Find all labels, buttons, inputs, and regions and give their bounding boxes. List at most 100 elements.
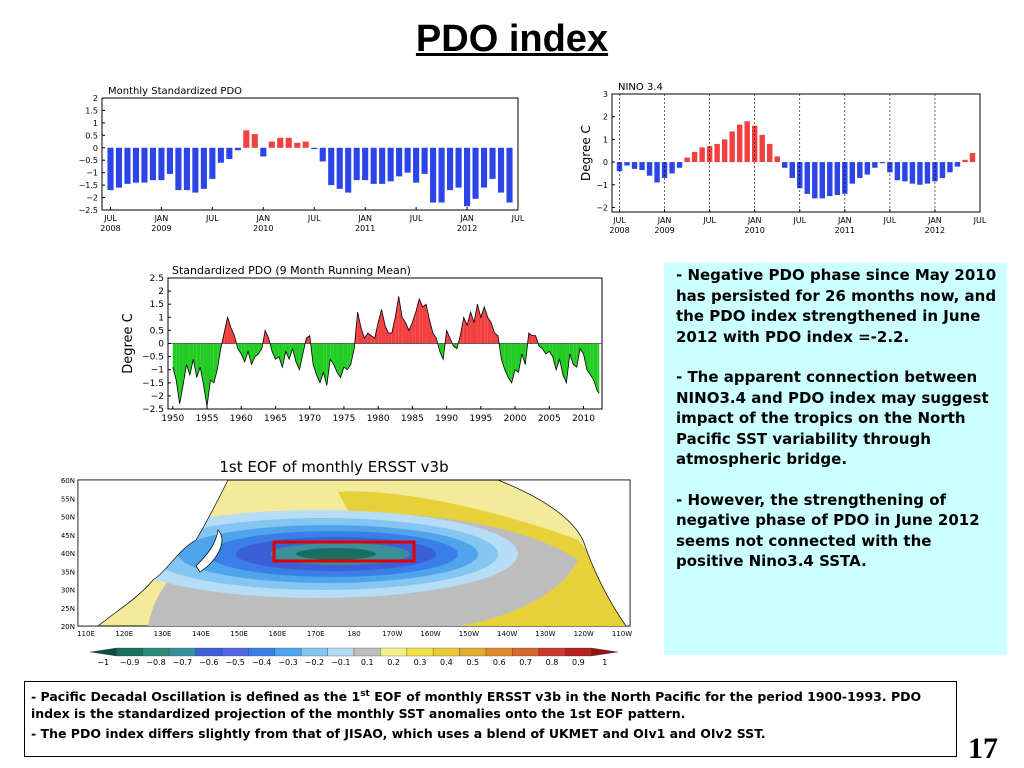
y-tick-label: 1.5: [150, 300, 164, 310]
bar: [141, 147, 148, 183]
bar: [277, 137, 284, 148]
x-tick-label: 1960: [230, 414, 253, 424]
bar: [721, 139, 728, 163]
colorbar-label: 0.1: [361, 658, 374, 667]
lon-label: 120W: [574, 630, 594, 638]
area-segment: [559, 343, 563, 375]
area-segment: [453, 343, 457, 349]
findings-textbox: - Negative PDO phase since May 2010 has …: [664, 263, 1007, 655]
x-tick-year: 2011: [835, 226, 855, 235]
x-tick-label: JUL: [792, 216, 806, 225]
x-tick-year: 2012: [457, 224, 477, 233]
x-tick-label: JUL: [409, 214, 423, 223]
x-tick-label: JAN: [927, 216, 942, 225]
lon-label: 110W: [612, 630, 632, 638]
area-segment: [172, 343, 177, 381]
bar: [497, 147, 505, 193]
bar: [759, 134, 765, 163]
area-segment: [189, 343, 194, 375]
x-tick-label: 2005: [538, 414, 561, 424]
colorbar-label: 0.7: [519, 658, 532, 667]
y-tick-label: −1: [151, 366, 164, 376]
area-segment: [590, 343, 594, 381]
eof-map-chart: 1st EOF of monthly ERSST v3b 60N 55N 50N 45N…: [61, 458, 632, 667]
area-segment: [272, 343, 276, 360]
x-tick-label: 1970: [298, 414, 321, 424]
bar: [834, 162, 841, 195]
finding-1-text: Negative PDO phase since May 2010 has pe…: [676, 266, 997, 346]
x-tick-label: JUL: [307, 214, 321, 223]
area-segment: [445, 330, 447, 344]
y-tick-label: 1: [93, 119, 98, 128]
bar: [166, 147, 173, 174]
bar: [175, 147, 182, 191]
x-tick-label: JAN: [357, 214, 372, 223]
area-segment: [316, 343, 320, 383]
area-segment: [470, 312, 474, 344]
area-segment: [446, 330, 451, 344]
area-segment: [333, 343, 338, 373]
bullet-dash: -: [31, 726, 41, 742]
bar: [387, 147, 394, 182]
area-segment: [487, 317, 492, 344]
area-segment: [597, 343, 600, 394]
colorbar-swatch: [89, 647, 117, 657]
bar: [251, 134, 258, 148]
lat-label: 20N: [61, 623, 75, 631]
lat-label: 60N: [61, 477, 75, 485]
pdo-running-mean-chart: Standardized PDO (9 Month Running Mean) 2…: [121, 264, 603, 424]
eof-map-plot: 1st EOF of monthly ERSST v3b 60N 55N 50N 45N…: [61, 458, 632, 667]
x-tick-label: 2000: [504, 414, 527, 424]
pdo-region-box: [272, 540, 416, 563]
bar: [729, 131, 735, 163]
colorbar-swatch: [221, 647, 249, 657]
japan-landmass: [195, 529, 223, 573]
area-segment: [508, 343, 512, 383]
bar: [107, 147, 114, 191]
x-tick-label: JUL: [103, 214, 117, 223]
area-segment: [538, 343, 540, 347]
x-tick-year: 2010: [253, 224, 273, 233]
area-segment: [282, 343, 286, 368]
bar: [767, 143, 773, 163]
bar: [849, 162, 856, 184]
bar: [676, 162, 683, 168]
colorbar-label: −0.5: [225, 658, 244, 667]
lon-label: 150E: [230, 630, 248, 638]
area-segment: [337, 343, 341, 378]
area-segment: [343, 343, 348, 370]
x-tick-label: JUL: [973, 216, 987, 225]
area-segment: [302, 343, 306, 354]
bar: [192, 147, 199, 193]
bar: [268, 141, 275, 148]
colorbar-label: 0.2: [387, 658, 400, 667]
bar: [812, 162, 818, 199]
area-segment: [330, 343, 334, 365]
bar: [370, 147, 377, 184]
area-segment: [480, 306, 485, 344]
bar: [842, 162, 848, 194]
y-tick-label: −0.5: [79, 156, 98, 165]
x-tick-label: 1965: [264, 414, 287, 424]
definition-footer: - Pacific Decadal Oscillation is defined…: [24, 681, 957, 757]
y-tick-label: −1.5: [142, 379, 164, 389]
finding-2-text: The apparent connection between NINO3.4 …: [676, 368, 989, 468]
bar: [413, 147, 420, 183]
colorbar-label: 0.9: [572, 658, 585, 667]
bar: [132, 147, 140, 183]
area-segment: [511, 343, 516, 383]
area-segment: [429, 319, 433, 344]
y-tick-label: 2: [603, 113, 608, 122]
y-tick-label: −2: [86, 194, 98, 203]
bar: [714, 143, 720, 163]
area-segment: [426, 304, 430, 344]
slide-title: PDO index: [415, 18, 609, 60]
lon-label: 120E: [115, 630, 133, 638]
y-tick-label: −2: [596, 203, 608, 212]
finding-2: - The apparent connection between NINO3.…: [676, 367, 997, 470]
area-segment: [439, 343, 444, 360]
bullet-dash: -: [676, 266, 688, 284]
footer-line-2: - The PDO index differs slightly from th…: [31, 726, 950, 743]
north-america-landmass: [497, 479, 631, 627]
